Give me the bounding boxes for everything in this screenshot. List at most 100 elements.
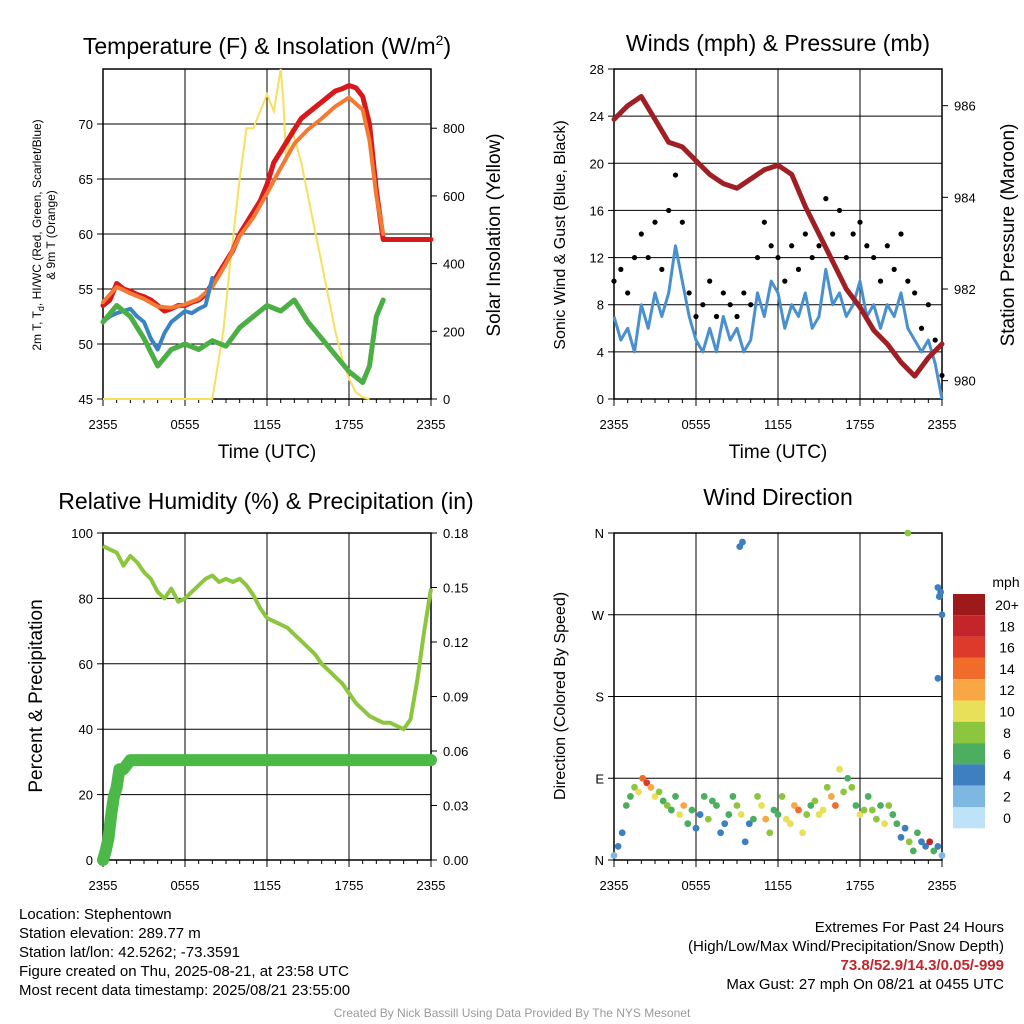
direction-point xyxy=(803,811,811,818)
x-tick-label: 2355 xyxy=(600,417,629,432)
y-tick-label: 70 xyxy=(79,117,93,132)
y-tick-label: 4 xyxy=(597,345,604,360)
gust-point xyxy=(789,243,795,249)
direction-point xyxy=(864,793,872,800)
max-gust: Max Gust: 27 mph On 08/21 at 0455 UTC xyxy=(726,976,1004,993)
legend-label: 4 xyxy=(1003,767,1011,783)
legend-label: 6 xyxy=(1003,746,1011,762)
dir-legend-title: mph xyxy=(992,574,1019,590)
temp-panel-title: Temperature (F) & Insolation (W/m2) xyxy=(83,32,451,59)
direction-point xyxy=(622,802,630,809)
direction-point xyxy=(778,793,786,800)
extremes-title: Extremes For Past 24 Hours xyxy=(814,919,1004,936)
gust-point xyxy=(713,313,720,320)
y-tick-label: N xyxy=(595,526,604,541)
direction-point xyxy=(766,829,774,837)
direction-point xyxy=(614,842,622,850)
gust-point xyxy=(877,278,884,284)
x-tick-label: 1155 xyxy=(764,878,792,893)
x-tick-label: 0555 xyxy=(171,878,200,893)
direction-point xyxy=(795,806,802,814)
direction-point xyxy=(688,806,696,814)
extremes-box: Extremes For Past 24 Hours (High/Low/Max… xyxy=(688,918,1004,994)
gust-point xyxy=(672,172,679,178)
direction-point xyxy=(934,842,942,850)
legend-swatch xyxy=(953,807,985,829)
gust-point xyxy=(700,302,706,308)
y-tick-label: 24 xyxy=(590,109,604,124)
y-tick-label: 65 xyxy=(79,172,93,187)
extremes-values: 73.8/52.9/14.3/0.05/-999 xyxy=(840,957,1004,974)
direction-point xyxy=(937,588,945,596)
y2-tick-label: 0.12 xyxy=(443,635,468,650)
gust-point xyxy=(795,266,802,272)
direction-point xyxy=(893,820,901,828)
legend-label: 8 xyxy=(1003,725,1011,741)
x-tick-label: 2355 xyxy=(417,417,446,432)
direction-point xyxy=(739,538,746,546)
direction-point xyxy=(700,793,708,800)
rh-chart: 2355 0555 1155 1755 2355 0 20 40 60 80 100 0.00 0.03… xyxy=(71,526,468,893)
credit-line: Created By Nick Bassill Using Data Provi… xyxy=(333,1006,691,1020)
direction-point xyxy=(713,802,720,809)
y-tick-label: 80 xyxy=(79,591,93,606)
direction-point xyxy=(799,829,806,837)
legend-swatch xyxy=(953,764,985,786)
temp-y-label-line2: & 9m T (Orange) xyxy=(44,190,58,280)
direction-point xyxy=(840,788,847,796)
wind-chart: 2355 0555 1155 1755 2355 0 4 8 12 16 20 24 28 980 982 9… xyxy=(590,62,976,432)
direction-point xyxy=(676,811,683,818)
direction-point xyxy=(610,852,618,859)
y2-tick-label: 984 xyxy=(954,190,976,205)
direction-point xyxy=(848,783,856,791)
direction-point xyxy=(754,793,761,800)
x-tick-label: 2355 xyxy=(89,878,118,893)
gust-point xyxy=(618,266,624,272)
gust-point xyxy=(802,231,808,237)
gust-point xyxy=(693,313,699,320)
direction-point xyxy=(934,674,942,682)
y-tick-label: N xyxy=(595,853,604,868)
plot-frame xyxy=(613,532,943,861)
y2-tick-label: 0.09 xyxy=(443,690,468,705)
gust-point xyxy=(727,302,733,308)
gust-point xyxy=(925,302,931,308)
direction-point xyxy=(938,611,946,619)
direction-point xyxy=(827,793,835,800)
direction-point xyxy=(672,793,679,800)
direction-point xyxy=(651,793,659,800)
y-tick-label: 40 xyxy=(79,722,93,737)
direction-point xyxy=(647,783,655,791)
wind-x-label: Time (UTC) xyxy=(729,442,828,463)
x-tick-label: 1155 xyxy=(253,417,281,432)
direction-point xyxy=(733,802,741,809)
y2-tick-label: 982 xyxy=(954,282,976,297)
station-latlon: Station lat/lon: 42.5262; -73.3591 xyxy=(19,944,241,961)
direction-point xyxy=(737,811,745,818)
y2-tick-label: 980 xyxy=(954,374,976,389)
gust-point xyxy=(809,254,815,261)
direction-point xyxy=(860,806,868,814)
legend-label: 14 xyxy=(999,661,1015,677)
dir-y-label: Direction (Colored By Speed) xyxy=(552,592,569,800)
direction-point xyxy=(668,806,675,814)
direction-point xyxy=(938,852,946,859)
x-tick-label: 0555 xyxy=(682,417,711,432)
x-tick-label: 0555 xyxy=(171,417,200,432)
y2-tick-label: 0.18 xyxy=(443,526,468,541)
direction-point xyxy=(659,797,667,805)
y2-tick-label: 986 xyxy=(954,99,976,114)
gust-point xyxy=(843,254,849,261)
y2-tick-label: 400 xyxy=(443,257,465,272)
direction-point xyxy=(774,811,782,818)
x-tick-label: 1155 xyxy=(253,878,281,893)
dewpoint-line xyxy=(100,297,386,385)
x-tick-label: 1755 xyxy=(846,878,875,893)
x-tick-label: 1755 xyxy=(335,878,364,893)
y2-tick-label: 0.03 xyxy=(443,799,468,814)
y2-tick-label: 0.06 xyxy=(443,744,468,759)
gust-point xyxy=(884,243,890,249)
y-tick-label: 60 xyxy=(79,227,93,242)
gust-point xyxy=(905,278,911,284)
temp-x-label: Time (UTC) xyxy=(218,442,317,463)
